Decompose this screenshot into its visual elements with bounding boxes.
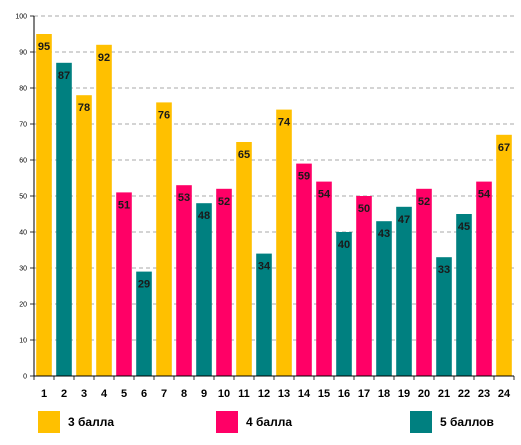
bar-value-label: 40 bbox=[338, 239, 350, 251]
legend: 3 балла 4 балла 5 баллов bbox=[38, 411, 494, 433]
x-tick-label: 16 bbox=[338, 388, 350, 400]
bar-value-label: 52 bbox=[218, 196, 230, 208]
bar-value-label: 29 bbox=[138, 279, 150, 291]
bar-value-label: 51 bbox=[118, 199, 130, 211]
bar bbox=[116, 192, 132, 376]
y-tick-label: 10 bbox=[19, 338, 27, 345]
bar-value-label: 67 bbox=[498, 142, 510, 154]
x-tick-label: 10 bbox=[218, 388, 230, 400]
bar bbox=[476, 181, 492, 376]
bar-value-label: 74 bbox=[278, 117, 291, 129]
bar-value-label: 95 bbox=[38, 41, 50, 53]
x-tick-label: 12 bbox=[258, 388, 270, 400]
bar-value-label: 65 bbox=[238, 149, 250, 161]
y-tick-label: 90 bbox=[19, 50, 27, 57]
legend-swatch bbox=[410, 411, 432, 433]
bar-value-label: 54 bbox=[318, 189, 331, 201]
legend-swatch bbox=[38, 411, 60, 433]
bar-value-label: 92 bbox=[98, 52, 110, 64]
bar-value-label: 76 bbox=[158, 109, 170, 121]
x-tick-label: 4 bbox=[101, 388, 108, 400]
bar bbox=[156, 102, 172, 377]
bar bbox=[236, 142, 252, 376]
x-tick-label: 18 bbox=[378, 388, 390, 400]
bars bbox=[36, 34, 512, 377]
legend-swatch bbox=[216, 411, 238, 433]
bar bbox=[256, 253, 272, 376]
bar bbox=[76, 95, 92, 376]
x-tick-label: 21 bbox=[438, 388, 450, 400]
x-tick-label: 14 bbox=[298, 388, 311, 400]
bar bbox=[276, 109, 292, 376]
bar-value-label: 52 bbox=[418, 196, 430, 208]
y-tick-label: 70 bbox=[19, 122, 27, 129]
legend-item-g4: 4 балла bbox=[216, 411, 292, 433]
bar-value-label: 59 bbox=[298, 171, 310, 183]
y-tick-label: 100 bbox=[15, 14, 27, 21]
y-tick-label: 40 bbox=[19, 230, 27, 237]
x-tick-label: 1 bbox=[41, 388, 47, 400]
x-tick-label: 23 bbox=[478, 388, 490, 400]
bar bbox=[356, 196, 372, 376]
bar bbox=[316, 181, 332, 376]
bar-value-label: 50 bbox=[358, 203, 370, 215]
bar bbox=[436, 257, 452, 376]
x-tick-label: 3 bbox=[81, 388, 87, 400]
y-tick-label: 60 bbox=[19, 158, 27, 165]
bar-value-label: 47 bbox=[398, 214, 410, 226]
x-tick-label: 22 bbox=[458, 388, 470, 400]
bar bbox=[216, 188, 232, 376]
legend-item-g3: 3 балла bbox=[38, 411, 114, 433]
x-tick-label: 15 bbox=[318, 388, 330, 400]
bar bbox=[56, 62, 72, 377]
bar bbox=[496, 134, 512, 376]
y-tick-label: 20 bbox=[19, 302, 27, 309]
bar bbox=[336, 232, 352, 376]
x-tick-label: 19 bbox=[398, 388, 410, 400]
bar bbox=[96, 44, 112, 377]
bar-value-label: 87 bbox=[58, 70, 70, 82]
bar-value-label: 43 bbox=[378, 228, 390, 240]
bar bbox=[396, 206, 412, 376]
bar bbox=[36, 34, 52, 376]
bar-value-label: 48 bbox=[198, 210, 210, 222]
bar bbox=[196, 203, 212, 376]
bar-value-label: 33 bbox=[438, 264, 450, 276]
legend-label: 5 баллов bbox=[440, 415, 494, 429]
bar bbox=[456, 214, 472, 376]
x-axis-ticks: 1 2 3 4 5 6 7 8 9 10 11 12 13 14 15 16 17 18 19 20 21 22 23 24 bbox=[33, 376, 515, 400]
x-tick-label: 7 bbox=[161, 388, 167, 400]
bar-value-label: 34 bbox=[258, 261, 271, 273]
gridlines bbox=[34, 15, 514, 341]
x-tick-label: 5 bbox=[121, 388, 127, 400]
x-tick-label: 24 bbox=[498, 388, 511, 400]
x-tick-label: 20 bbox=[418, 388, 430, 400]
bar-value-label: 45 bbox=[458, 221, 470, 233]
x-tick-label: 6 bbox=[141, 388, 147, 400]
bar-value-labels: 95 87 78 92 51 29 76 53 48 52 65 34 74 59 54 40 50 43 47 52… bbox=[38, 41, 510, 291]
bar-value-label: 53 bbox=[178, 192, 190, 204]
legend-label: 3 балла bbox=[68, 415, 114, 429]
bar bbox=[176, 185, 192, 376]
y-tick-label: 30 bbox=[19, 266, 27, 273]
y-tick-label: 0 bbox=[23, 374, 27, 381]
x-tick-label: 13 bbox=[278, 388, 290, 400]
x-tick-label: 2 bbox=[61, 388, 67, 400]
bar bbox=[296, 163, 312, 376]
y-tick-label: 50 bbox=[19, 194, 27, 201]
x-tick-label: 8 bbox=[181, 388, 187, 400]
x-tick-label: 17 bbox=[358, 388, 370, 400]
y-tick-label: 80 bbox=[19, 86, 27, 93]
legend-item-g5: 5 баллов bbox=[410, 411, 494, 433]
bar-value-label: 54 bbox=[478, 189, 491, 201]
legend-label: 4 балла bbox=[246, 415, 292, 429]
bar bbox=[376, 221, 392, 376]
bar bbox=[136, 271, 152, 376]
x-tick-label: 9 bbox=[201, 388, 207, 400]
x-tick-label: 11 bbox=[238, 388, 250, 400]
bar bbox=[416, 188, 432, 376]
y-axis-ticks: 0 10 20 30 40 50 60 70 80 90 100 bbox=[15, 14, 34, 381]
bar-value-label: 78 bbox=[78, 102, 90, 114]
